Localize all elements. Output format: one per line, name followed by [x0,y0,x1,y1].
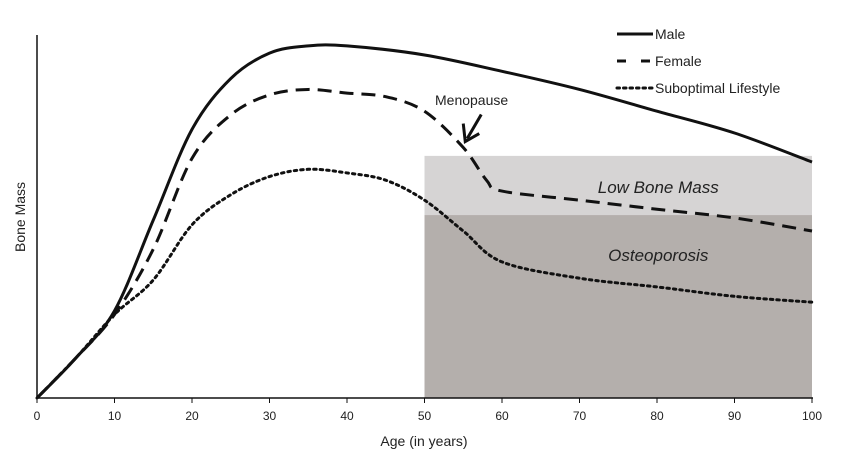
arrow-icon [465,113,483,140]
region-osteoporosis [424,215,812,398]
y-axis-label: Bone Mass [12,182,28,252]
x-tick-label: 90 [728,409,742,423]
axes: 0 10 20 30 40 50 60 70 80 90 100 [34,35,822,423]
annotations: Menopause [435,92,508,144]
annotation-menopause: Menopause [435,92,508,108]
x-tick-label: 40 [340,409,354,423]
x-tick-label: 100 [802,409,822,423]
x-tick-label: 70 [573,409,587,423]
legend-label: Female [655,53,702,69]
series-line-female [35,87,813,400]
x-tick-label: 20 [185,409,199,423]
legend-label: Suboptimal Lifestyle [655,80,781,96]
x-tick-label: 80 [650,409,664,423]
legend-label: Male [655,26,686,42]
x-tick-label: 0 [34,409,41,423]
series-lines [35,43,814,400]
x-tick-label: 50 [418,409,432,423]
series-line-suboptimal-lifestyle [35,167,814,400]
x-axis-label: Age (in years) [380,433,467,449]
series-line-male [35,43,813,400]
x-tick-label: 60 [495,409,509,423]
regions: Low Bone Mass Osteoporosis [424,155,812,398]
x-tick-label: 10 [108,409,122,423]
legend: Male Female Suboptimal Lifestyle [615,26,781,96]
arrow-head-icon [461,123,480,144]
x-tick-label: 30 [263,409,277,423]
region-label: Osteoporosis [608,246,709,265]
region-label: Low Bone Mass [598,178,719,197]
